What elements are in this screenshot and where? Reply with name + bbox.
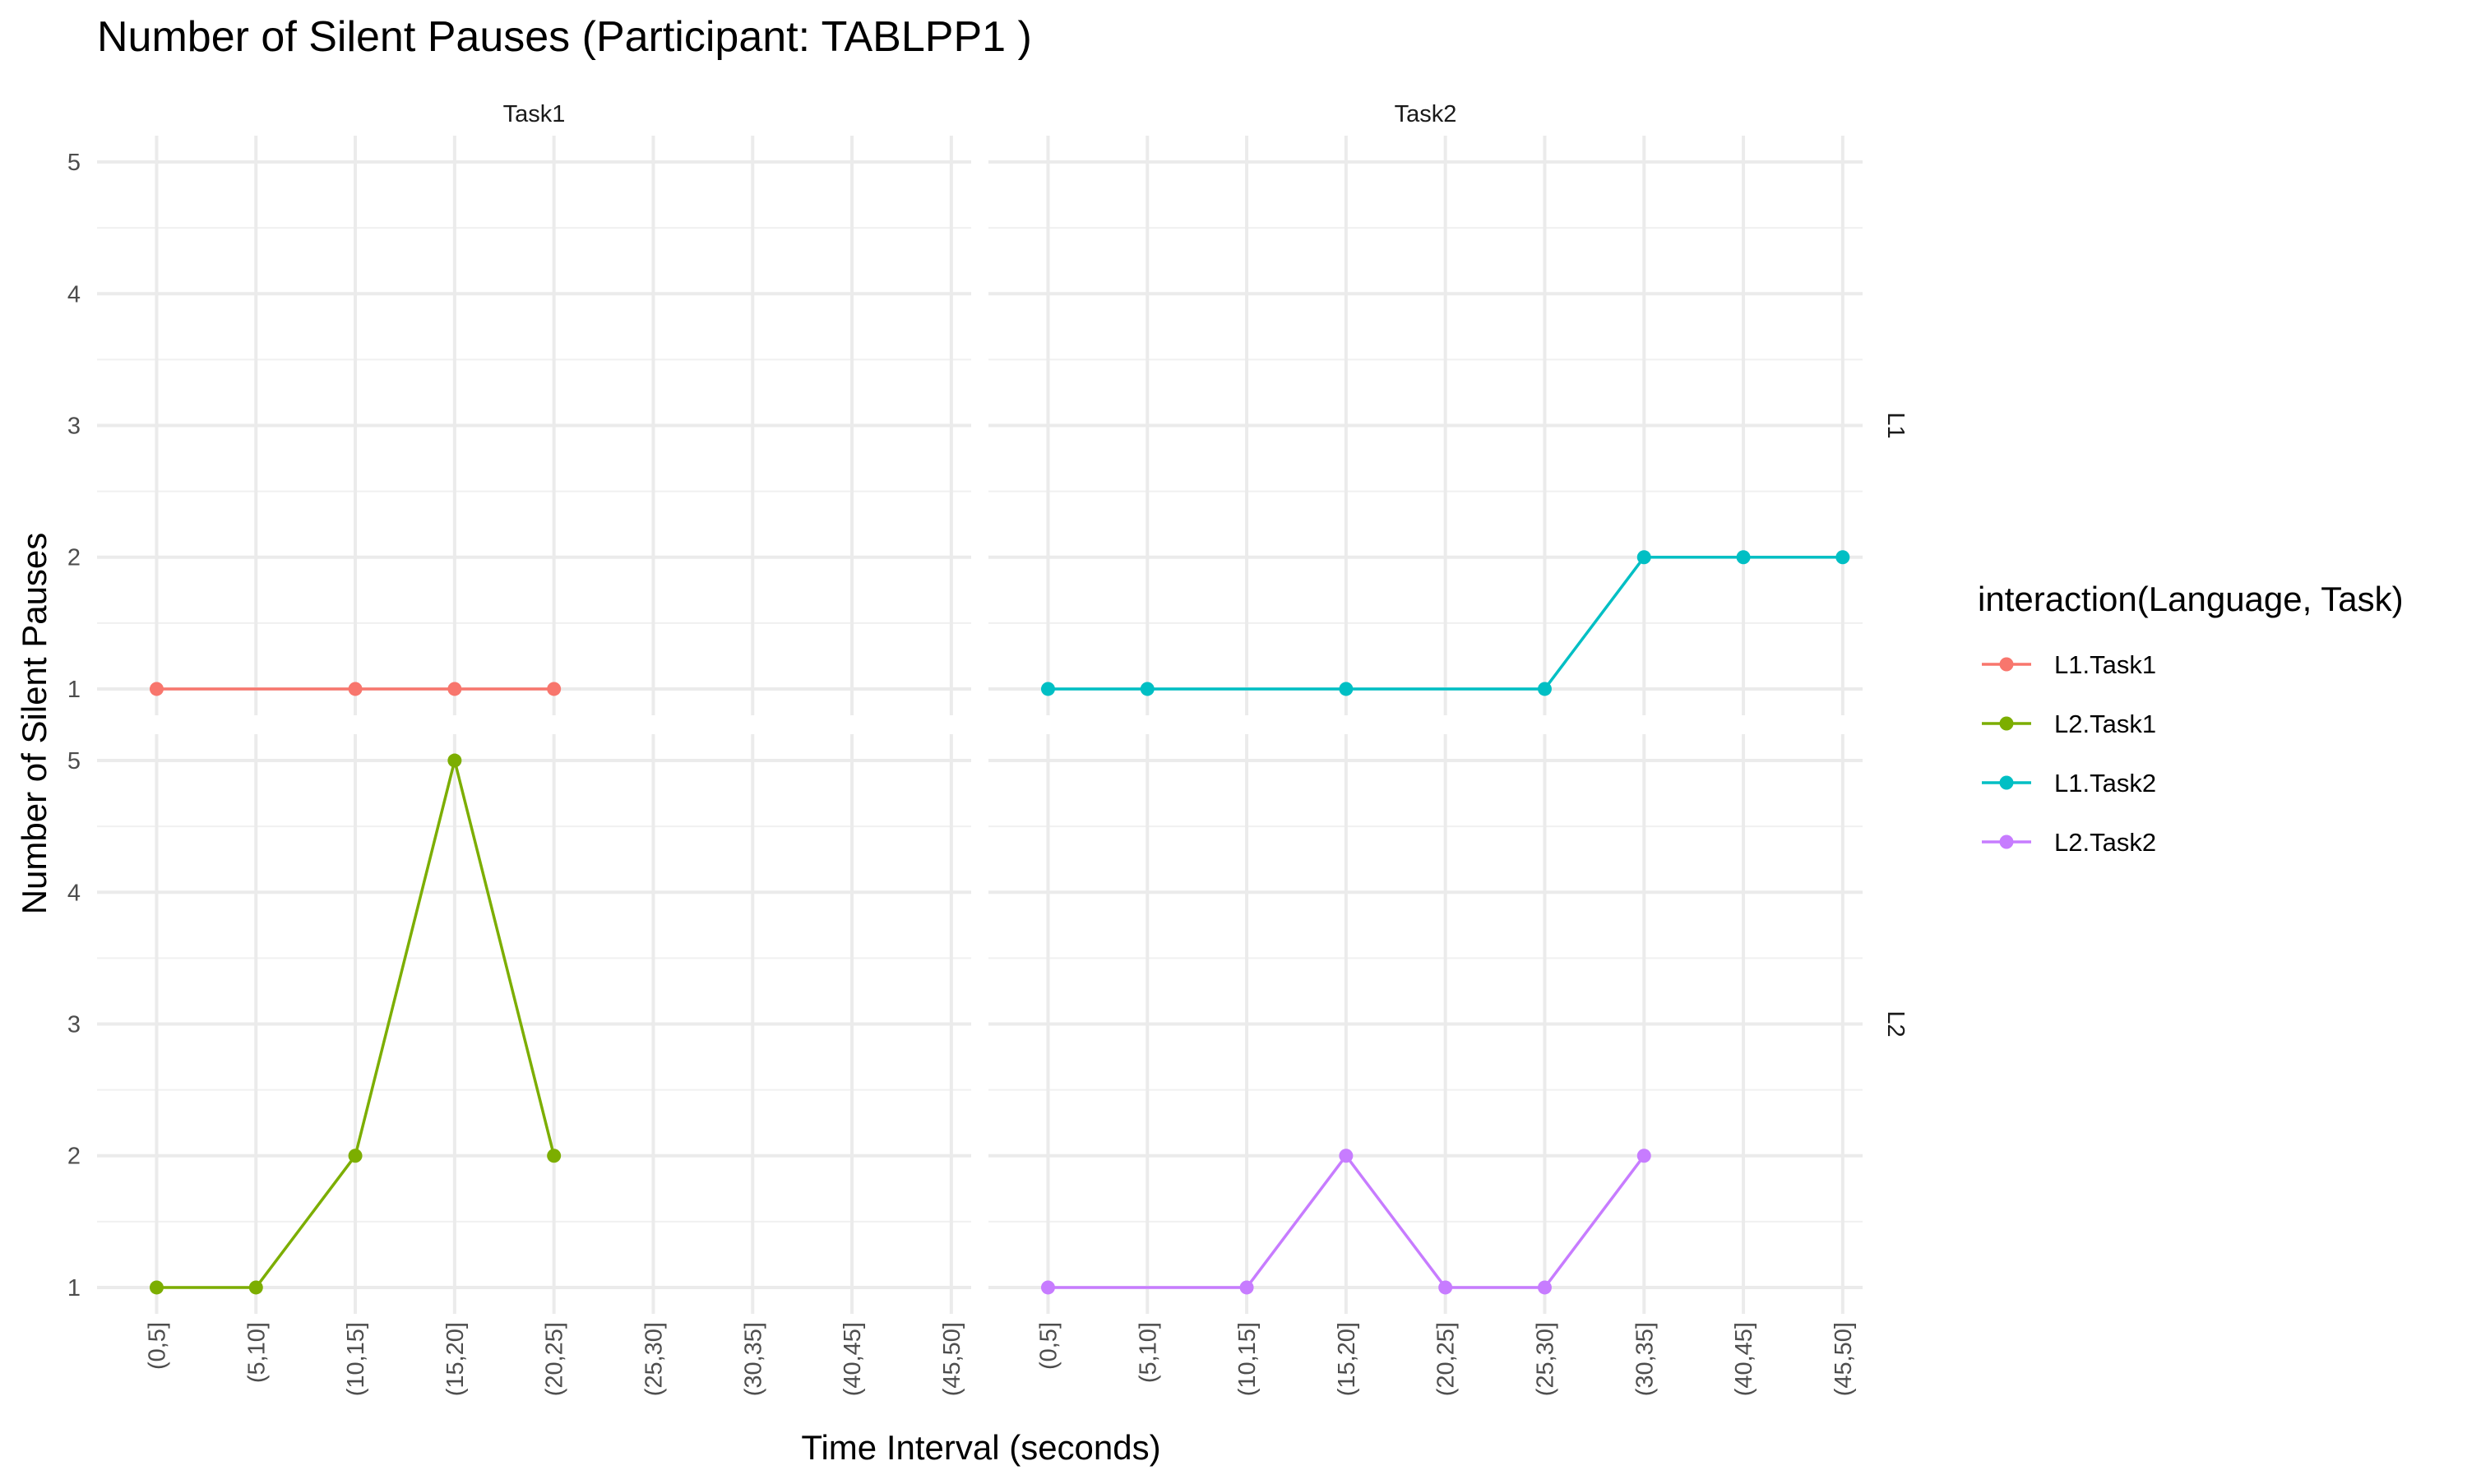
x-tick-label: (45,50] [939, 1322, 965, 1396]
x-tick-label: (30,35] [740, 1322, 766, 1396]
legend: interaction(Language, Task) L1.Task1 L2.T… [1978, 580, 2404, 857]
x-tick-label: (10,15] [1234, 1322, 1261, 1396]
y-tick-label: 2 [67, 545, 81, 571]
series-l1-task1 [149, 682, 562, 696]
x-tick-label: (15,20] [1334, 1322, 1360, 1396]
data-point [1140, 682, 1155, 696]
x-tick-label: (5,10] [1135, 1322, 1161, 1383]
y-tick-label: 5 [67, 150, 81, 176]
data-point [547, 682, 562, 696]
x-tick-label: (30,35] [1632, 1322, 1658, 1396]
series-line [1048, 1153, 1645, 1289]
data-point [1537, 682, 1552, 696]
data-point [1040, 1280, 1055, 1295]
x-tick-label: (5,10] [243, 1322, 270, 1383]
y-tick-label: 4 [67, 880, 81, 906]
data-point [1040, 682, 1055, 696]
series-l2-task1 [149, 753, 562, 1295]
x-tick-label: (40,45] [840, 1322, 866, 1396]
data-point [348, 1149, 363, 1163]
legend-item: L1.Task2 [1982, 769, 2156, 797]
y-tick-label: 1 [67, 1275, 81, 1301]
chart-title: Number of Silent Pauses (Participant: TA… [97, 13, 1032, 61]
data-point [1438, 1280, 1453, 1295]
x-tick-label: (0,5] [144, 1322, 170, 1370]
legend-label: L2.Task2 [2054, 828, 2156, 857]
x-tick-label: (20,25] [542, 1322, 568, 1396]
y-tick-label: 3 [67, 1012, 81, 1038]
facet-row-label: L2 [1882, 1010, 1909, 1037]
series-l1-task2 [1040, 550, 1850, 696]
data-point [547, 1149, 562, 1163]
panel-grid [988, 734, 1863, 1314]
y-tick-label: 3 [67, 414, 81, 440]
data-point [447, 682, 462, 696]
legend-title: interaction(Language, Task) [1978, 580, 2404, 618]
facet-column-label: Task2 [1395, 101, 1457, 127]
panel-grid [97, 734, 971, 1314]
y-tick-label: 1 [67, 677, 81, 703]
data-point [1339, 1149, 1354, 1163]
x-tick-label: (0,5] [1035, 1322, 1062, 1370]
data-point [149, 682, 164, 696]
data-point [248, 1280, 263, 1295]
data-point [149, 1280, 164, 1295]
x-tick-label: (20,25] [1433, 1322, 1460, 1396]
legend-key-point [1999, 657, 2014, 672]
y-axis-title: Number of Silent Pauses [15, 533, 53, 915]
data-point [1636, 1149, 1651, 1163]
legend-item: L2.Task2 [1982, 828, 2156, 857]
legend-label: L2.Task1 [2054, 710, 2156, 738]
legend-label: L1.Task2 [2054, 769, 2156, 797]
facet-column-label: Task1 [503, 101, 566, 127]
legend-key-point [1999, 834, 2014, 849]
y-tick-label: 4 [67, 281, 81, 307]
x-tick-label: (25,30] [1532, 1322, 1558, 1396]
x-tick-label: (10,15] [343, 1322, 369, 1396]
panel-grid [988, 136, 1863, 715]
y-tick-label: 2 [67, 1144, 81, 1170]
x-axis-title: Time Interval (seconds) [801, 1428, 1160, 1467]
data-point [1537, 1280, 1552, 1295]
x-tick-label: (25,30] [641, 1322, 667, 1396]
data-point [1636, 550, 1651, 565]
data-point [1339, 682, 1354, 696]
facet-row-label: L1 [1882, 412, 1909, 438]
legend-key-point [1999, 775, 2014, 790]
data-point [1835, 550, 1850, 565]
x-tick-label: (45,50] [1831, 1322, 1857, 1396]
legend-item: L1.Task1 [1982, 650, 2156, 679]
facet-panels: Task1 Task2 L1 L2 1 2 3 4 5 1 2 3 4 5 (0,5] (5,10] (10,1… [67, 101, 1909, 1396]
data-point [348, 682, 363, 696]
legend-label: L1.Task1 [2054, 650, 2156, 679]
data-point [1736, 550, 1751, 565]
legend-item: L2.Task1 [1982, 710, 2156, 738]
series-l2-task2 [1040, 1149, 1651, 1295]
data-point [1239, 1280, 1254, 1295]
legend-items: L1.Task1 L2.Task1 L1.Task2 L2.Task2 [1982, 650, 2156, 857]
panel-grid [97, 136, 971, 715]
data-point [447, 753, 462, 768]
y-tick-label: 5 [67, 748, 81, 774]
x-tick-label: (15,20] [442, 1322, 469, 1396]
legend-key-point [1999, 716, 2014, 731]
x-tick-label: (40,45] [1731, 1322, 1757, 1396]
